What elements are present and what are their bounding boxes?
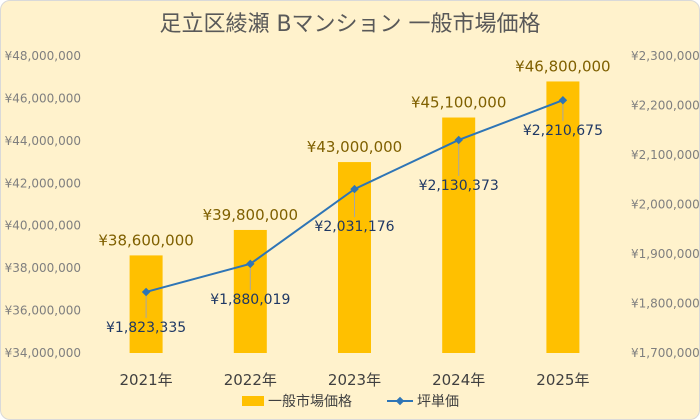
right-axis-ticks: ¥1,700,000 ¥1,800,000 ¥1,900,000 ¥2,000,000… xyxy=(631,49,699,360)
bar-data-label: ¥46,800,000 xyxy=(515,57,610,75)
legend: 一般市場価格 坪単価 xyxy=(242,393,459,410)
line-marker xyxy=(141,287,151,297)
bar-data-label: ¥39,800,000 xyxy=(203,206,298,224)
left-tick-label: ¥38,000,000 xyxy=(5,261,81,275)
left-tick-label: ¥46,000,000 xyxy=(5,91,81,105)
line-marker xyxy=(454,135,463,145)
leader-lines xyxy=(145,104,564,318)
right-tick-label: ¥2,200,000 xyxy=(631,99,699,113)
right-tick-label: ¥1,900,000 xyxy=(631,247,699,261)
right-tick-label: ¥2,000,000 xyxy=(631,198,699,212)
bar xyxy=(233,229,267,353)
category-label: 2025年 xyxy=(536,371,589,389)
category-axis-labels: 2021年 2022年 2023年 2024年 2025年 xyxy=(120,371,590,389)
left-tick-label: ¥48,000,000 xyxy=(5,49,81,63)
left-tick-label: ¥36,000,000 xyxy=(5,304,81,318)
legend-bar-swatch xyxy=(242,396,264,406)
bar-data-label: ¥45,100,000 xyxy=(411,94,506,112)
line-data-label: ¥2,210,675 xyxy=(523,123,603,139)
line-marker xyxy=(246,259,255,269)
category-label: 2024年 xyxy=(432,371,485,389)
line-data-label: ¥1,880,019 xyxy=(210,292,290,308)
line-marker xyxy=(350,184,359,194)
line-data-labels: ¥1,823,335 ¥1,880,019 ¥2,031,176 ¥2,130,373… xyxy=(106,123,603,336)
left-tick-label: ¥40,000,000 xyxy=(5,219,81,233)
line-data-label: ¥2,130,373 xyxy=(419,178,499,194)
category-label: 2023年 xyxy=(328,371,381,389)
legend-line-marker xyxy=(395,396,405,406)
bar-data-label: ¥38,600,000 xyxy=(98,231,193,249)
line-series xyxy=(141,95,568,297)
left-tick-label: ¥42,000,000 xyxy=(5,176,81,190)
bar-series xyxy=(129,81,580,354)
right-tick-label: ¥2,300,000 xyxy=(631,49,699,63)
left-axis-ticks: ¥34,000,000 ¥36,000,000 ¥38,000,000 ¥40,000… xyxy=(5,49,81,360)
category-label: 2022年 xyxy=(224,371,277,389)
legend-bar-label: 一般市場価格 xyxy=(268,393,352,410)
bar-data-labels: ¥38,600,000 ¥39,800,000 ¥43,000,000 ¥45,100… xyxy=(98,57,610,249)
right-tick-label: ¥1,700,000 xyxy=(631,346,699,360)
right-tick-label: ¥2,100,000 xyxy=(631,148,699,162)
bar xyxy=(546,81,580,353)
legend-line-label: 坪単価 xyxy=(417,394,459,410)
right-tick-label: ¥1,800,000 xyxy=(631,297,699,311)
chart-title: 足立区綾瀬 Bマンション 一般市場価格 xyxy=(159,12,540,37)
line-data-label: ¥2,031,176 xyxy=(314,219,394,235)
left-tick-label: ¥34,000,000 xyxy=(5,346,81,360)
bar-data-label: ¥43,000,000 xyxy=(307,138,402,156)
category-label: 2021年 xyxy=(120,371,173,389)
left-tick-label: ¥44,000,000 xyxy=(5,134,81,148)
line-data-label: ¥1,823,335 xyxy=(106,320,186,336)
